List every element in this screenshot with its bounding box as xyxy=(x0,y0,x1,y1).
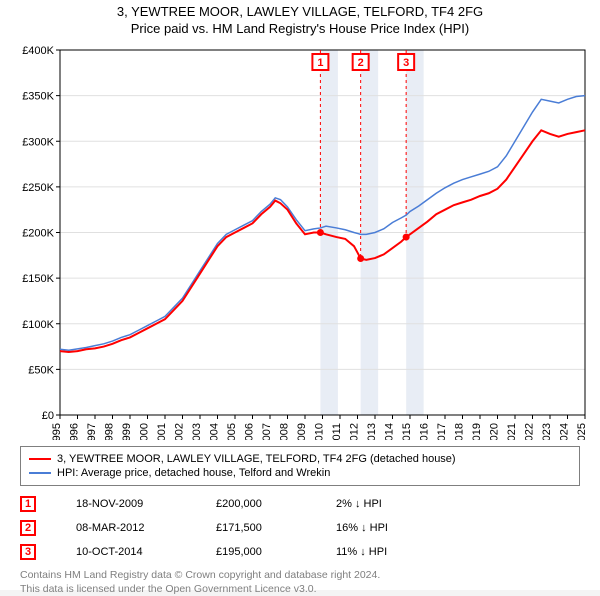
svg-text:£200K: £200K xyxy=(22,228,54,240)
legend-swatch-hpi xyxy=(29,472,51,474)
sale-price-3: £195,000 xyxy=(216,546,296,558)
svg-text:2005: 2005 xyxy=(226,423,238,440)
sale-marker-2: 2 xyxy=(20,520,36,536)
sale-date-3: 10-OCT-2014 xyxy=(76,546,176,558)
svg-text:2009: 2009 xyxy=(296,423,308,440)
svg-text:2013: 2013 xyxy=(366,423,378,440)
sale-delta-1: 2% ↓ HPI xyxy=(336,498,382,510)
sale-price-1: £200,000 xyxy=(216,498,296,510)
sale-delta-3: 11% ↓ HPI xyxy=(336,546,387,558)
legend-label-hpi: HPI: Average price, detached house, Telf… xyxy=(57,467,330,479)
sale-marker-3: 3 xyxy=(20,544,36,560)
legend-row-price: 3, YEWTREE MOOR, LAWLEY VILLAGE, TELFORD… xyxy=(29,453,571,465)
svg-text:2014: 2014 xyxy=(384,423,396,440)
svg-text:1999: 1999 xyxy=(121,423,133,440)
svg-text:£50K: £50K xyxy=(28,364,54,376)
sales-table: 1 18-NOV-2009 £200,000 2% ↓ HPI 2 08-MAR… xyxy=(20,496,580,560)
svg-text:£300K: £300K xyxy=(22,136,54,148)
sale-row-3: 3 10-OCT-2014 £195,000 11% ↓ HPI xyxy=(20,544,580,560)
svg-text:2018: 2018 xyxy=(454,423,466,440)
svg-text:1997: 1997 xyxy=(86,423,98,440)
svg-text:£0: £0 xyxy=(42,410,54,422)
svg-text:2001: 2001 xyxy=(156,423,168,440)
svg-text:2002: 2002 xyxy=(174,423,186,440)
svg-text:£350K: £350K xyxy=(22,91,54,103)
legend-swatch-price xyxy=(29,458,51,460)
sale-price-2: £171,500 xyxy=(216,522,296,534)
svg-text:2010: 2010 xyxy=(314,423,326,440)
svg-text:2011: 2011 xyxy=(331,423,343,440)
svg-text:1996: 1996 xyxy=(69,423,81,440)
svg-text:1995: 1995 xyxy=(51,423,63,440)
svg-text:£150K: £150K xyxy=(22,273,54,285)
chart-area: £0 £50K £100K £150K £200K £250K £300K £350K £400… xyxy=(10,40,590,440)
legend: 3, YEWTREE MOOR, LAWLEY VILLAGE, TELFORD… xyxy=(20,446,580,486)
svg-text:2022: 2022 xyxy=(524,423,536,440)
chart-subtitle: Price paid vs. HM Land Registry's House … xyxy=(0,21,600,36)
svg-text:2019: 2019 xyxy=(471,423,483,440)
svg-text:2007: 2007 xyxy=(261,423,273,440)
svg-text:2017: 2017 xyxy=(436,423,448,440)
svg-text:2: 2 xyxy=(358,57,364,69)
svg-text:2020: 2020 xyxy=(489,423,501,440)
svg-text:2000: 2000 xyxy=(139,423,151,440)
svg-text:2006: 2006 xyxy=(244,423,256,440)
sale-row-2: 2 08-MAR-2012 £171,500 16% ↓ HPI xyxy=(20,520,580,536)
sale-date-1: 18-NOV-2009 xyxy=(76,498,176,510)
svg-text:2021: 2021 xyxy=(506,423,518,440)
chart-title: 3, YEWTREE MOOR, LAWLEY VILLAGE, TELFORD… xyxy=(0,4,600,19)
svg-text:2023: 2023 xyxy=(541,423,553,440)
svg-text:2016: 2016 xyxy=(419,423,431,440)
svg-text:1998: 1998 xyxy=(104,423,116,440)
svg-text:1: 1 xyxy=(317,57,323,69)
svg-text:3: 3 xyxy=(403,57,409,69)
title-area: 3, YEWTREE MOOR, LAWLEY VILLAGE, TELFORD… xyxy=(0,0,600,36)
svg-text:2024: 2024 xyxy=(559,423,571,440)
sale-delta-2: 16% ↓ HPI xyxy=(336,522,388,534)
svg-text:2015: 2015 xyxy=(401,423,413,440)
svg-text:£100K: £100K xyxy=(22,319,54,331)
sale-date-2: 08-MAR-2012 xyxy=(76,522,176,534)
legend-label-price: 3, YEWTREE MOOR, LAWLEY VILLAGE, TELFORD… xyxy=(57,453,456,465)
sale-marker-1: 1 xyxy=(20,496,36,512)
attribution: Contains HM Land Registry data © Crown c… xyxy=(20,568,580,596)
attribution-line2: This data is licensed under the Open Gov… xyxy=(20,582,580,596)
attribution-line1: Contains HM Land Registry data © Crown c… xyxy=(20,568,580,582)
legend-row-hpi: HPI: Average price, detached house, Telf… xyxy=(29,467,571,479)
svg-text:2025: 2025 xyxy=(576,423,588,440)
svg-text:2012: 2012 xyxy=(349,423,361,440)
svg-text:£250K: £250K xyxy=(22,182,54,194)
svg-text:2003: 2003 xyxy=(191,423,203,440)
chart-svg: £0 £50K £100K £150K £200K £250K £300K £350K £400… xyxy=(10,40,590,440)
svg-text:2004: 2004 xyxy=(209,423,221,440)
svg-text:2008: 2008 xyxy=(279,423,291,440)
sale-row-1: 1 18-NOV-2009 £200,000 2% ↓ HPI xyxy=(20,496,580,512)
chart-page: 3, YEWTREE MOOR, LAWLEY VILLAGE, TELFORD… xyxy=(0,0,600,590)
svg-text:£400K: £400K xyxy=(22,45,54,57)
